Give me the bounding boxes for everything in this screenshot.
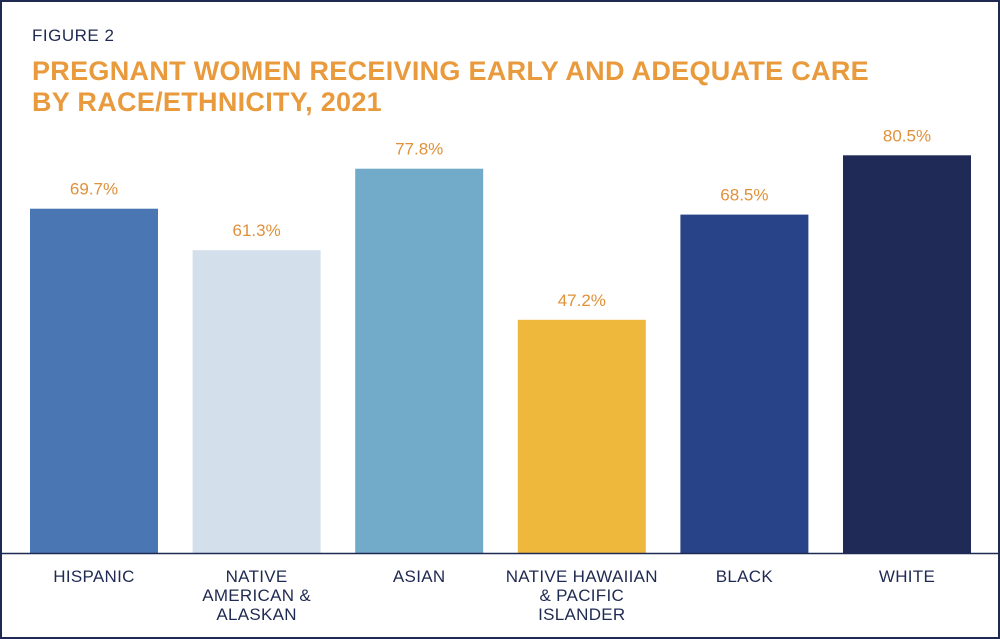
category-label-1-line-1: AMERICAN &	[202, 586, 311, 605]
figure-label: FIGURE 2	[32, 26, 115, 45]
category-label-5-line-0: WHITE	[879, 567, 935, 586]
category-label-1: NATIVE AMERICAN & ALASKAN	[202, 567, 311, 624]
category-label-2: ASIAN	[393, 567, 446, 586]
bar-4	[680, 214, 809, 553]
bar-value-label-0: 69.7%	[70, 180, 118, 199]
bar-value-label-2: 77.8%	[395, 140, 443, 159]
category-label-3-line-0: NATIVE HAWAIIAN	[506, 567, 658, 586]
category-label-0-line-0: HISPANIC	[53, 567, 134, 586]
category-label-0: HISPANIC	[53, 567, 134, 586]
category-label-4-line-0: BLACK	[716, 567, 774, 586]
bar-5	[843, 155, 971, 554]
category-label-5: WHITE	[879, 567, 935, 586]
chart-title: PREGNANT WOMEN RECEIVING EARLY AND ADEQU…	[32, 56, 912, 118]
category-label-3-line-2: ISLANDER	[538, 605, 625, 624]
bar-1	[192, 250, 321, 553]
category-label-4: BLACK	[716, 567, 774, 586]
bar-0	[30, 208, 158, 553]
category-label-1-line-0: NATIVE	[226, 567, 288, 586]
bar-value-label-3: 47.2%	[558, 291, 606, 310]
bar-value-label-4: 68.5%	[720, 186, 768, 205]
bar-value-label-5: 80.5%	[883, 126, 931, 145]
bar-3	[517, 319, 646, 553]
category-label-2-line-0: ASIAN	[393, 567, 446, 586]
category-label-3: NATIVE HAWAIIAN & PACIFIC ISLANDER	[506, 567, 658, 624]
chart-title-line-2: BY RACE/ETHNICITY, 2021	[32, 87, 383, 117]
category-label-1-line-2: ALASKAN	[216, 605, 297, 624]
bar-value-label-1: 61.3%	[232, 221, 280, 240]
category-label-3-line-1: & PACIFIC	[540, 586, 625, 605]
bar-2	[355, 168, 484, 553]
chart-title-line-1: PREGNANT WOMEN RECEIVING EARLY AND ADEQU…	[32, 56, 869, 86]
